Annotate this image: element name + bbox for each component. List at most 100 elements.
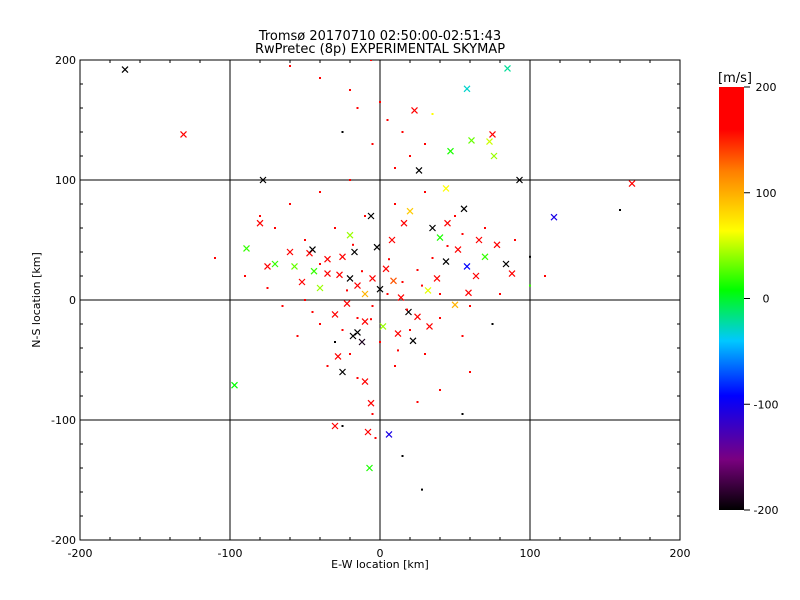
dot-marker-point (394, 167, 396, 169)
y-axis-label: N-S location [km] (30, 252, 43, 348)
dot-marker-point (406, 308, 408, 311)
dot-marker-point (409, 155, 411, 157)
x-marker-point (291, 262, 298, 270)
x-marker-point (397, 294, 405, 302)
dot-marker-point (341, 329, 344, 331)
x-marker-point (400, 219, 408, 227)
x-marker-point (550, 213, 558, 221)
x-marker-point (243, 244, 250, 252)
x-marker-point (316, 284, 324, 292)
x-marker-point (433, 274, 441, 282)
dot-marker-point (469, 371, 471, 373)
x-marker-point (411, 106, 418, 114)
colorbar-ticks: -200 -100 0 100 200 (744, 81, 778, 517)
x-marker-point (486, 138, 493, 146)
x-marker-point (361, 318, 369, 326)
x-marker-point (468, 136, 475, 144)
x-marker-point (358, 338, 366, 346)
x-marker-point (460, 205, 468, 213)
dot-marker-point (416, 401, 419, 403)
dot-marker-point (514, 239, 516, 241)
x-marker-point (361, 378, 369, 386)
axis-ticks (79, 59, 681, 541)
x-marker-point (366, 464, 373, 472)
x-marker-point (256, 219, 264, 227)
dot-marker-point (401, 281, 404, 283)
x-marker-point (367, 399, 375, 407)
x-marker-point (309, 246, 316, 254)
dot-marker-point (352, 243, 354, 246)
y-tick-label: -200 (51, 534, 76, 547)
dot-marker-point (304, 299, 306, 301)
x-tick-label: -100 (218, 547, 243, 560)
x-marker-point (516, 176, 523, 184)
x-marker-point (369, 274, 376, 282)
x-marker-point (442, 184, 450, 192)
x-marker-point (336, 271, 343, 279)
dot-marker-point (266, 287, 269, 289)
dot-marker-point (491, 323, 494, 325)
data-points (121, 60, 636, 491)
dot-marker-point (439, 389, 441, 391)
dot-marker-point (439, 293, 441, 295)
x-marker-point (271, 260, 279, 268)
colorbar-tick-label: 0 (763, 293, 770, 306)
dot-marker-point (259, 215, 261, 217)
dot-marker-point (424, 191, 426, 193)
x-marker-point (286, 248, 294, 256)
colorbar-tick-label: -100 (754, 398, 779, 411)
dot-marker-point (364, 215, 366, 217)
x-marker-point (475, 236, 483, 244)
x-marker-point (354, 328, 361, 336)
x-marker-point (388, 236, 396, 244)
dot-marker-point (394, 365, 396, 367)
x-marker-point (447, 147, 454, 155)
dot-marker-point (296, 335, 299, 337)
x-marker-point (364, 428, 372, 436)
x-marker-point (451, 301, 459, 309)
colorbar-tick-label: -200 (754, 504, 779, 517)
x-marker-point (472, 272, 480, 280)
colorbar-label: [m/s] (718, 71, 752, 86)
x-marker-point (502, 260, 510, 268)
dot-marker-point (394, 203, 396, 205)
dot-marker-point (214, 257, 216, 259)
dot-marker-point (421, 488, 423, 491)
dot-marker-point (334, 341, 336, 343)
x-tick-label: 200 (670, 547, 691, 560)
x-marker-point (426, 322, 433, 330)
dot-marker-point (356, 377, 359, 379)
dot-marker-point (319, 191, 321, 193)
y-tick-label: 100 (55, 174, 76, 187)
dot-marker-point (274, 227, 276, 229)
x-tick-labels: -200 -100 0 100 200 (68, 547, 691, 560)
x-marker-point (414, 313, 421, 321)
dot-marker-point (461, 233, 464, 235)
x-marker-point (424, 286, 432, 294)
x-marker-point (259, 176, 267, 184)
dot-marker-point (319, 323, 321, 325)
dot-marker-point (529, 284, 531, 287)
dot-marker-point (484, 227, 486, 229)
x-marker-point (121, 66, 129, 74)
x-marker-point (310, 267, 318, 275)
dot-marker-point (401, 455, 404, 457)
x-marker-point (331, 310, 339, 318)
grid-lines (80, 60, 680, 540)
dot-marker-point (334, 227, 336, 229)
dot-marker-point (371, 305, 374, 307)
dot-marker-point (421, 284, 423, 287)
x-marker-point (324, 270, 331, 278)
dot-marker-point (311, 311, 314, 313)
x-marker-point (481, 253, 489, 261)
y-tick-label: 200 (55, 54, 76, 67)
x-marker-point (367, 212, 375, 220)
x-marker-point (264, 262, 271, 270)
dot-marker-point (439, 317, 441, 319)
dot-marker-point (319, 263, 321, 265)
x-marker-point (508, 270, 516, 278)
dot-marker-point (356, 317, 359, 319)
x-marker-point (409, 337, 417, 345)
dot-marker-point (431, 257, 434, 259)
